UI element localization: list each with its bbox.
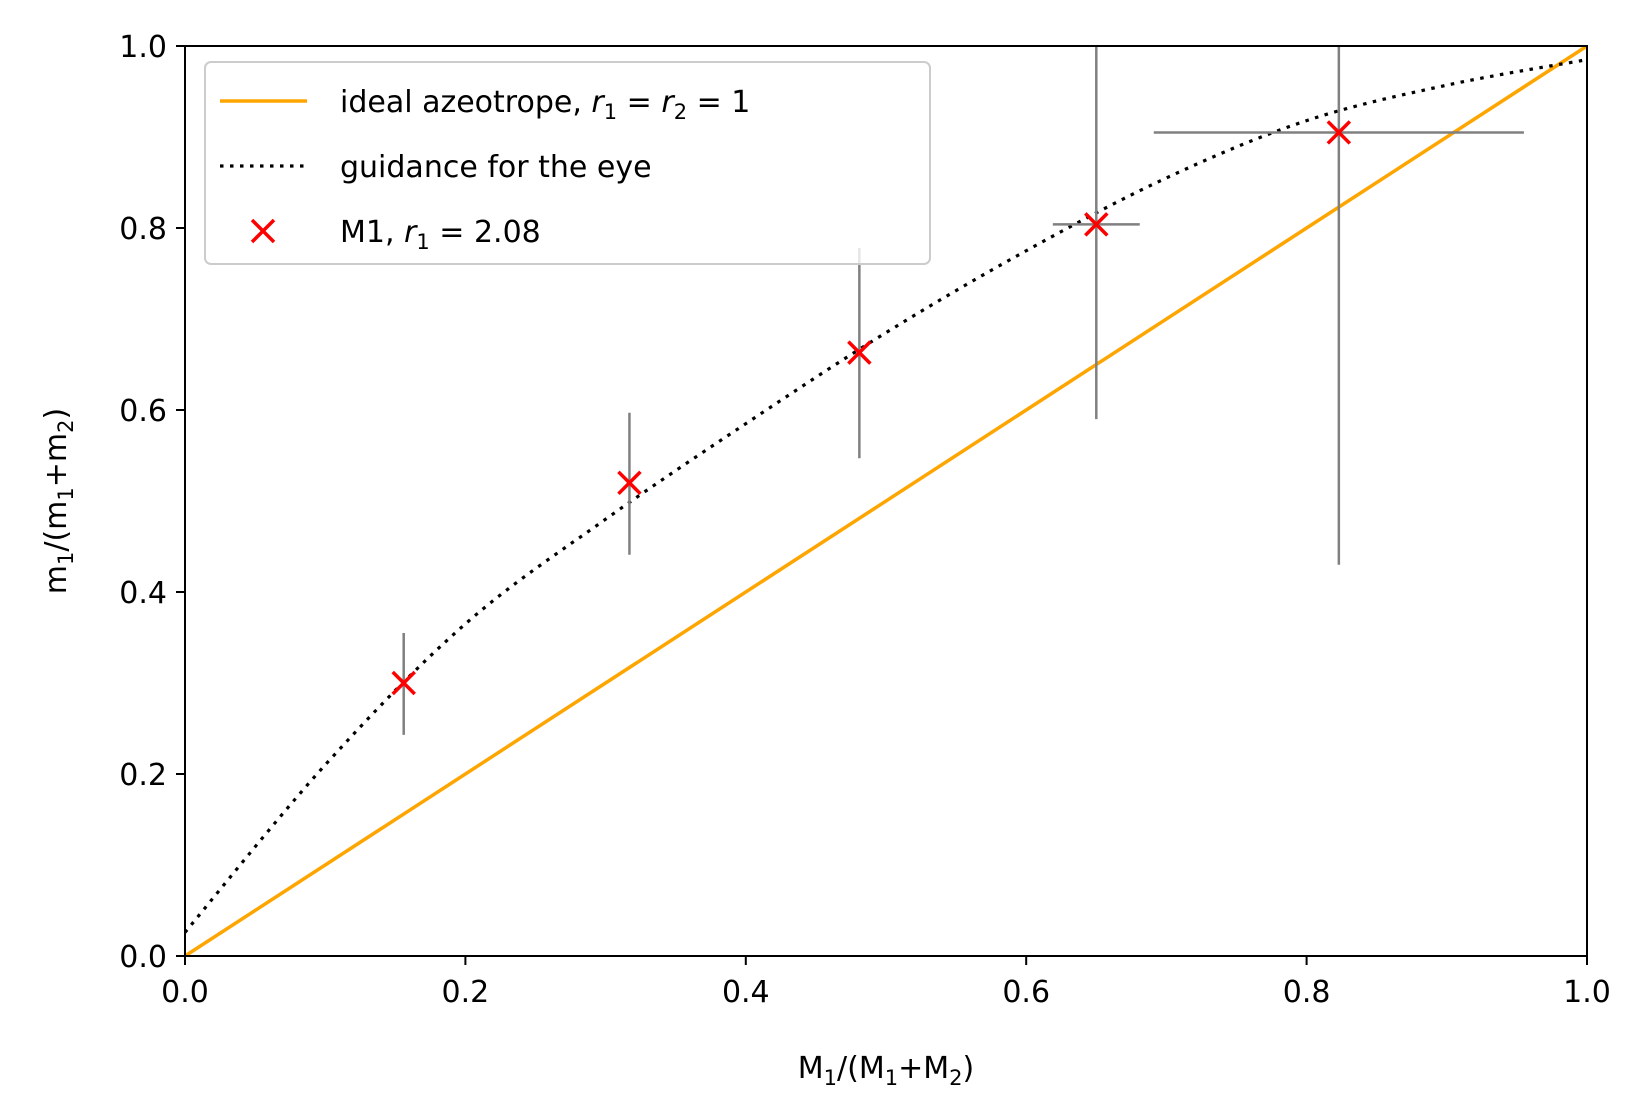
- data-point-1: [617, 470, 642, 496]
- legend-box: [204, 61, 931, 265]
- legend-label-2: M1, r1 = 2.08: [340, 215, 541, 254]
- y-tick-label: 0.6: [119, 394, 167, 429]
- y-tick-label: 0.4: [119, 576, 167, 611]
- x-tick-label: 0.0: [161, 975, 209, 1010]
- legend: ideal azeotrope, r1 = r2 = 1 guidance for…: [204, 61, 931, 265]
- data-point-0: [391, 670, 416, 696]
- x-tick-label: 0.4: [722, 975, 770, 1010]
- series-line-ideal-azeotrope: [185, 46, 1587, 956]
- x-tick-label: 0.2: [442, 975, 490, 1010]
- axes: 0.0 0.2 0.4 0.6 0.8 1.0 0.0 0.2 0.4 0.6 0.8 1.0 M1/(…: [39, 30, 1611, 1090]
- data-point-2: [847, 340, 872, 365]
- plot-frame: [184, 45, 1588, 957]
- legend-key-m1: [250, 218, 276, 244]
- data-point-4: [1326, 120, 1352, 145]
- y-tick-label: 0.8: [119, 212, 167, 247]
- x-axis-title: M1/(M1+M2): [798, 1051, 974, 1090]
- x-tick-label: 1.0: [1563, 975, 1611, 1010]
- legend-label-1: guidance for the eye: [340, 150, 652, 185]
- data-point-3: [1084, 212, 1109, 237]
- x-tick-label: 0.8: [1283, 975, 1331, 1010]
- x-tick-label: 0.6: [1002, 975, 1050, 1010]
- plot-area: [185, 46, 1587, 956]
- y-tick-label: 1.0: [119, 30, 167, 65]
- y-axis-title: m1/(m1+m2): [39, 408, 78, 595]
- y-tick-label: 0.0: [119, 940, 167, 975]
- legend-label-0: ideal azeotrope, r1 = r2 = 1: [340, 85, 750, 124]
- y-tick-label: 0.2: [119, 758, 167, 793]
